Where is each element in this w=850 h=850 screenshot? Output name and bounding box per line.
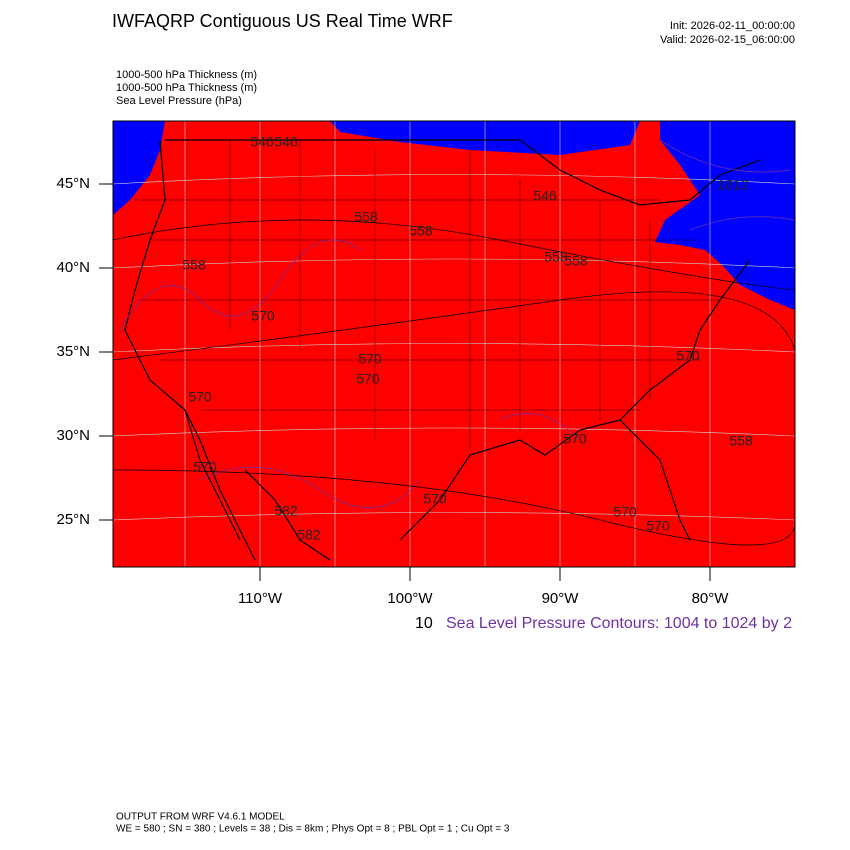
low-thickness-region bbox=[655, 121, 795, 310]
lat-tick-label: 45°N bbox=[56, 175, 90, 192]
contour-labels: 546 5465585585585705705705705705825825705… bbox=[182, 134, 753, 543]
contour-label: 582 bbox=[297, 527, 321, 543]
axes: 45°N 40°N 35°N 30°N 25°N 110°W 100°W 90°W 80°W bbox=[56, 175, 729, 607]
contour-label: 570 bbox=[193, 459, 217, 475]
lon-tick-label: 100°W bbox=[387, 590, 433, 607]
lat-tick-label: 30°N bbox=[56, 427, 90, 444]
lat-tick-label: 25°N bbox=[56, 511, 90, 528]
map-area: 546 5465585585585705705705705705825825705… bbox=[113, 121, 795, 567]
county-borders bbox=[135, 140, 720, 450]
title: IWFAQRP Contiguous US Real Time WRF bbox=[112, 11, 453, 31]
pressure-contours bbox=[119, 139, 795, 509]
contour-label: 558 bbox=[564, 253, 588, 269]
contour-label: 570 bbox=[563, 431, 587, 447]
lon-tick-label: 110°W bbox=[238, 590, 283, 607]
contour-label: 558 bbox=[729, 433, 753, 449]
field-label: 1000-500 hPa Thickness (m) bbox=[116, 69, 257, 81]
contour-label: 558 bbox=[354, 209, 378, 225]
footer-line: OUTPUT FROM WRF V4.6.1 MODEL bbox=[116, 812, 285, 823]
lat-tick-label: 40°N bbox=[56, 259, 90, 276]
contour-label: 570 bbox=[676, 348, 700, 364]
footer-line: WE = 580 ; SN = 380 ; Levels = 38 ; Dis … bbox=[116, 824, 510, 835]
contour-label: 570 bbox=[188, 389, 212, 405]
contour-label: 558 bbox=[409, 223, 433, 239]
graticule bbox=[113, 121, 795, 567]
map-frame bbox=[112, 120, 796, 568]
thickness-contours bbox=[113, 219, 795, 546]
lat-tick-label: 35°N bbox=[56, 343, 90, 360]
contour-label: 570 bbox=[423, 491, 447, 507]
contour-label: 558 bbox=[182, 257, 206, 273]
contour-label: 546 bbox=[274, 134, 298, 150]
contour-info: Sea Level Pressure Contours: 1004 to 102… bbox=[446, 615, 792, 632]
contour-label: 570 bbox=[613, 504, 637, 520]
low-thickness-region bbox=[113, 121, 165, 215]
contour-label: 570 bbox=[251, 308, 275, 324]
lon-tick-label: 90°W bbox=[542, 590, 580, 607]
contour-label: 570 bbox=[356, 371, 380, 387]
contour-label: 546 bbox=[533, 188, 557, 204]
contour-label: 1012 bbox=[717, 177, 748, 193]
contour-info-prefix: 10 bbox=[415, 615, 433, 632]
lon-tick-label: 80°W bbox=[692, 590, 730, 607]
field-label: 1000-500 hPa Thickness (m) bbox=[116, 82, 257, 94]
contour-label: 546 bbox=[250, 134, 274, 150]
contour-label: 570 bbox=[646, 518, 670, 534]
init-time: Init: 2026-02-11_00:00:00 bbox=[670, 20, 795, 32]
contour-label: 570 bbox=[358, 351, 382, 367]
field-label: Sea Level Pressure (hPa) bbox=[116, 95, 242, 107]
thickness-fill bbox=[113, 121, 795, 567]
contour-label: 582 bbox=[274, 503, 298, 519]
valid-time: Valid: 2026-02-15_06:00:00 bbox=[660, 34, 795, 46]
contour-label: 558 bbox=[544, 249, 568, 265]
